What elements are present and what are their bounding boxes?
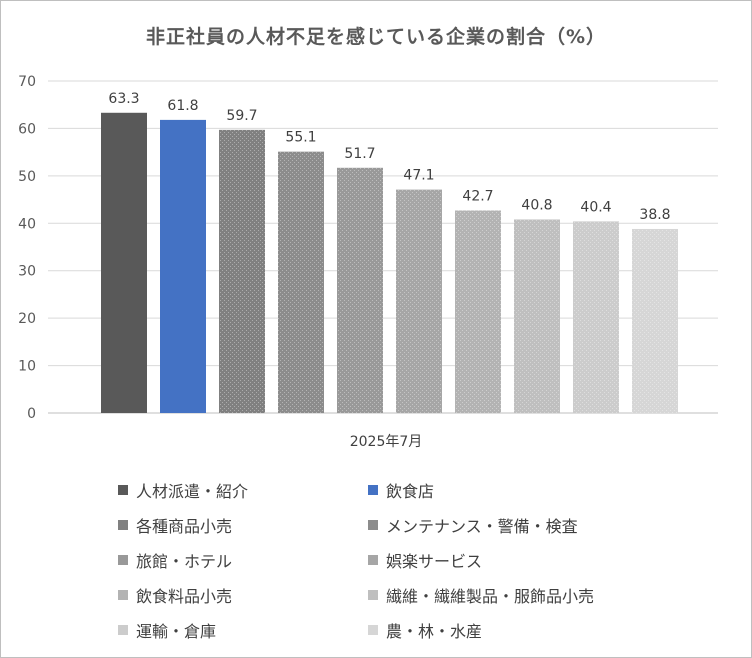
legend-swatch	[118, 555, 128, 565]
bar	[396, 189, 442, 413]
bars	[101, 112, 678, 414]
legend-label: 農・林・水産	[386, 622, 483, 641]
data-label: 42.7	[462, 188, 493, 204]
x-axis: 2025年7月	[350, 434, 423, 450]
data-label: 55.1	[285, 130, 316, 146]
bar	[160, 119, 206, 414]
legend-label: 繊維・繊維製品・服飾品小売	[386, 587, 595, 606]
y-tick-label: 0	[27, 406, 36, 422]
legend-item: 人材派遣・紹介	[118, 478, 248, 502]
legend-item: 娯楽サービス	[368, 548, 482, 572]
chart-title: 非正社員の人材不足を感じている企業の割合（%）	[145, 26, 607, 48]
legend-label: 旅館・ホテル	[136, 552, 233, 571]
legend-label: 飲食店	[386, 482, 435, 501]
bar	[632, 228, 678, 413]
bar	[573, 221, 619, 413]
bar	[101, 112, 147, 413]
y-tick-label: 40	[18, 216, 36, 232]
legend-label: 運輸・倉庫	[136, 622, 217, 641]
y-tick-label: 30	[18, 264, 36, 280]
y-axis: 0 10 20 30 40 50 60 70	[18, 74, 36, 422]
data-label: 59.7	[226, 108, 257, 124]
legend-item: 農・林・水産	[368, 618, 482, 642]
x-category-label: 2025年7月	[350, 434, 423, 450]
legend-label: 娯楽サービス	[386, 552, 483, 571]
legend-label: 人材派遣・紹介	[136, 482, 249, 501]
legend-item: 運輸・倉庫	[118, 618, 216, 642]
legend-swatch	[368, 590, 378, 600]
legend-item: 旅館・ホテル	[118, 548, 232, 572]
data-label: 40.8	[521, 197, 552, 213]
legend-swatch	[368, 520, 378, 530]
legend-label: 各種商品小売	[136, 517, 233, 536]
data-label: 47.1	[403, 168, 434, 184]
y-tick-label: 20	[18, 311, 36, 327]
data-label: 38.8	[639, 207, 670, 223]
legend-swatch	[118, 520, 128, 530]
legend-swatch	[118, 625, 128, 635]
bar	[514, 219, 560, 413]
data-label: 40.4	[580, 199, 611, 215]
legend-label: 飲食料品小売	[136, 587, 233, 606]
bar	[337, 167, 383, 413]
legend-item: メンテナンス・警備・検査	[368, 513, 578, 537]
bar	[219, 129, 265, 413]
y-tick-label: 10	[18, 359, 36, 375]
legend-item: 飲食店	[368, 478, 434, 502]
legend-item: 繊維・繊維製品・服飾品小売	[368, 583, 594, 607]
legend-swatch	[368, 555, 378, 565]
legend-swatch	[118, 485, 128, 495]
legend-item: 飲食料品小売	[118, 583, 232, 607]
legend-swatch	[118, 590, 128, 600]
y-tick-label: 70	[18, 74, 36, 90]
legend-item: 各種商品小売	[118, 513, 232, 537]
bar-chart-plot: 0 10 20 30 40 50 60 70 63.3 61.8 59.7 55.1 51.7 47.1…	[18, 74, 718, 450]
bar	[278, 151, 324, 413]
data-label: 61.8	[167, 98, 198, 114]
legend-label: メンテナンス・警備・検査	[386, 517, 578, 536]
bar	[455, 210, 501, 413]
legend-swatch	[368, 485, 378, 495]
y-tick-label: 50	[18, 169, 36, 185]
y-tick-label: 60	[18, 121, 36, 137]
data-label: 51.7	[344, 146, 375, 162]
legend-swatch	[368, 625, 378, 635]
data-labels: 63.3 61.8 59.7 55.1 51.7 47.1 42.7 40.8 40.4 38.8	[108, 91, 670, 223]
data-label: 63.3	[108, 91, 139, 107]
